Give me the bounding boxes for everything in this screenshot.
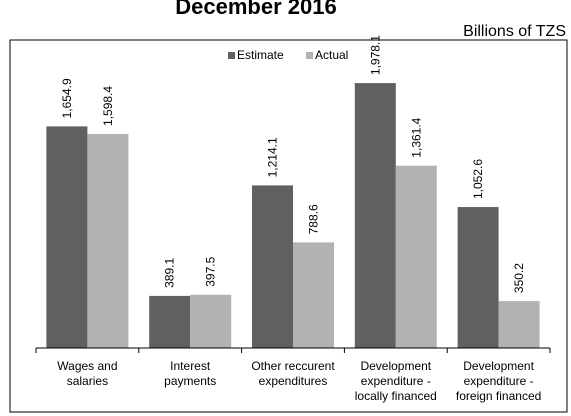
x-ticks [35,348,551,353]
bars [46,83,540,349]
bar-actual-1 [190,294,232,348]
data-label-actual-1: 397.5 [204,256,218,286]
bar-actual-0 [87,133,129,348]
data-label-estimate-4: 1,052.6 [471,159,485,199]
legend-swatch-actual [306,52,313,59]
bar-estimate-4 [457,207,499,348]
value-labels: 1,654.9 1,598.4 389.1 397.5 1,214.1 788.6 1,97… [60,35,526,293]
data-label-actual-0: 1,598.4 [101,86,115,126]
bar-actual-2 [293,242,334,348]
category-label-0: Wages and salaries [57,359,117,388]
category-labels: Wages and salaries Interest payments Other r… [57,359,541,403]
data-label-actual-3: 1,361.4 [409,117,423,157]
legend-label-actual: Actual [315,48,348,62]
data-label-estimate-2: 1,214.1 [266,137,280,177]
chart-title: December 2016 [175,0,336,19]
category-label-2: Other reccurent expenditures [251,359,335,388]
bar-estimate-3 [354,83,396,349]
data-label-estimate-1: 389.1 [163,258,177,288]
bar-estimate-0 [46,126,88,349]
bar-estimate-1 [149,295,191,348]
legend: Estimate Actual [228,48,348,62]
legend-label-estimate: Estimate [237,48,284,62]
data-label-actual-2: 788.6 [307,204,321,234]
bar-estimate-2 [252,185,293,348]
data-label-actual-4: 350.2 [512,263,526,293]
category-label-4: Development expenditure -foreign financed [456,359,541,403]
bar-actual-3 [395,165,437,348]
category-label-3: Development expenditure -locally financed [355,359,437,403]
units-label: Billions of TZS [463,23,566,40]
legend-swatch-estimate [228,52,235,59]
plot-frame [9,39,568,413]
bar-actual-4 [498,301,540,348]
data-label-estimate-0: 1,654.9 [60,78,74,118]
data-label-estimate-3: 1,978.1 [368,35,382,75]
category-label-1: Interest payments [164,359,216,388]
